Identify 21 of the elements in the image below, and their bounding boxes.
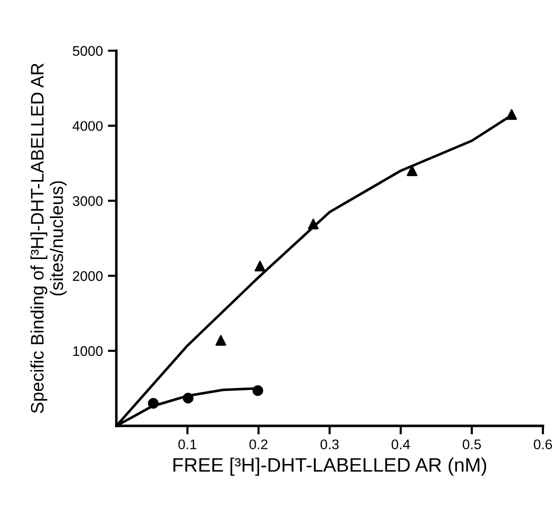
y-tick-label: 1000 [73, 346, 103, 356]
y-tick-label: 4000 [72, 121, 103, 131]
point [216, 334, 226, 346]
point [182, 392, 194, 404]
point [148, 398, 159, 409]
x-tick-label: 0.6 [534, 439, 552, 450]
point [308, 218, 319, 230]
y-axis-title: Specific Binding of [³H]-DHT-LABELLED AR (sites/nucleus) [30, 64, 67, 414]
x-tick-label: 0.3 [320, 439, 339, 450]
x-tick-label: 0.4 [392, 439, 410, 450]
y-tick-label: 2000 [72, 271, 103, 281]
point [254, 260, 266, 272]
point [252, 385, 264, 396]
x-tick-label: 0.1 [178, 439, 196, 450]
x-tick-label: 0.5 [462, 439, 481, 450]
x-tick-label: 0.2 [249, 439, 268, 450]
y-tick-label: 5000 [72, 46, 103, 56]
point [506, 109, 517, 120]
point [406, 165, 418, 176]
x-axis-title: FREE [³H]-DHT-LABELLED AR (nM) [173, 458, 486, 476]
y-tick-label: 3000 [72, 196, 103, 206]
